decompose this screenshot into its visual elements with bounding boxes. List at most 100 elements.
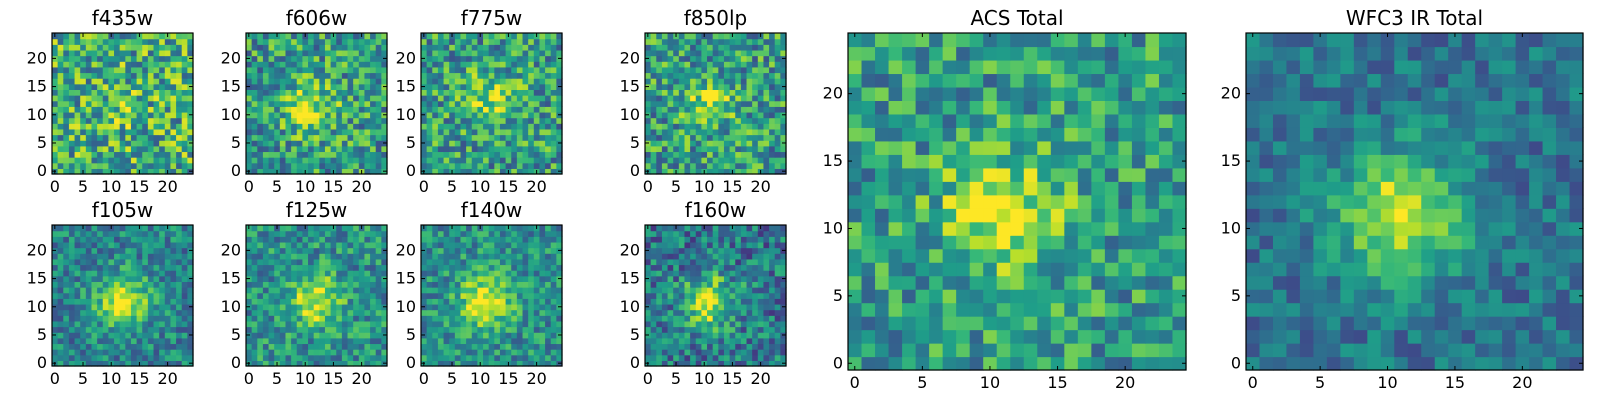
heatmap-cell bbox=[176, 326, 183, 333]
heatmap-cell bbox=[130, 72, 138, 79]
heatmap-cell bbox=[701, 349, 708, 356]
heatmap-cell bbox=[164, 292, 172, 299]
heatmap-cell bbox=[437, 247, 445, 254]
heatmap-cell bbox=[381, 264, 388, 271]
heatmap-cell bbox=[426, 236, 433, 243]
heatmap-cell bbox=[645, 38, 652, 45]
heatmap-cell bbox=[74, 354, 81, 361]
heatmap-cell bbox=[656, 111, 663, 119]
heatmap-cell bbox=[291, 111, 298, 119]
heatmap-cell bbox=[358, 38, 366, 45]
heatmap-cell bbox=[545, 168, 552, 175]
heatmap-cell bbox=[330, 140, 337, 147]
heatmap-cell bbox=[136, 95, 143, 102]
heatmap-cell bbox=[80, 298, 87, 305]
heatmap-cell bbox=[421, 145, 428, 153]
heatmap-cell bbox=[187, 106, 194, 113]
heatmap-cell bbox=[454, 95, 462, 102]
heatmap-cell bbox=[522, 61, 529, 68]
heatmap-cell bbox=[125, 89, 132, 96]
heatmap-cell bbox=[63, 281, 70, 288]
heatmap-cell bbox=[358, 134, 366, 141]
heatmap-cell bbox=[68, 326, 76, 333]
heatmap-cell bbox=[262, 225, 270, 232]
heatmap-cell bbox=[102, 236, 109, 243]
heatmap-cell bbox=[712, 100, 719, 107]
heatmap-cell bbox=[505, 157, 512, 164]
heatmap-cell bbox=[381, 162, 388, 169]
heatmap-cell bbox=[330, 151, 337, 158]
heatmap-cell bbox=[130, 320, 138, 328]
heatmap-cell bbox=[466, 78, 473, 85]
heatmap-cell bbox=[684, 309, 691, 316]
heatmap-cell bbox=[136, 258, 143, 266]
heatmap-cell bbox=[176, 287, 183, 294]
heatmap-cell bbox=[718, 38, 725, 45]
heatmap-cell bbox=[119, 326, 126, 333]
heatmap-cell bbox=[296, 106, 303, 113]
heatmap-cell bbox=[466, 298, 473, 305]
heatmap-cell bbox=[246, 157, 253, 164]
heatmap-cell bbox=[539, 157, 546, 164]
heatmap-cell bbox=[268, 354, 275, 361]
heatmap-cell bbox=[296, 117, 303, 124]
heatmap-cell bbox=[170, 236, 177, 243]
heatmap-cell bbox=[102, 66, 109, 74]
heatmap-cell bbox=[695, 66, 702, 74]
heatmap-cell bbox=[353, 253, 360, 260]
heatmap-cell bbox=[780, 145, 787, 153]
heatmap-cell bbox=[108, 89, 115, 96]
panel-title: f606w bbox=[286, 6, 348, 30]
heatmap-cell bbox=[511, 241, 518, 249]
heatmap-cell bbox=[746, 145, 753, 153]
heatmap-cell bbox=[667, 123, 674, 130]
heatmap-cell bbox=[114, 140, 121, 147]
heatmap-cell bbox=[336, 78, 343, 85]
heatmap-cell bbox=[746, 332, 753, 339]
heatmap-cell bbox=[712, 354, 719, 361]
heatmap-cell bbox=[308, 134, 315, 141]
heatmap-cell bbox=[701, 100, 708, 107]
heatmap-cell bbox=[550, 253, 557, 260]
heatmap-cell bbox=[159, 236, 166, 243]
heatmap-cell bbox=[471, 61, 478, 68]
heatmap-cell bbox=[187, 343, 194, 350]
heatmap-cell bbox=[370, 95, 377, 102]
heatmap-cell bbox=[181, 292, 188, 299]
heatmap-cell bbox=[336, 128, 343, 136]
heatmap-cell bbox=[296, 72, 303, 79]
heatmap-cell bbox=[63, 78, 70, 85]
heatmap-cell bbox=[268, 49, 275, 57]
heatmap-cell bbox=[695, 44, 702, 51]
heatmap-cell bbox=[511, 258, 518, 266]
heatmap-cell bbox=[176, 315, 183, 322]
heatmap-cell bbox=[516, 134, 524, 141]
heatmap-cell bbox=[522, 134, 529, 141]
heatmap-cell bbox=[91, 95, 98, 102]
heatmap-cell bbox=[488, 66, 495, 74]
heatmap-cell bbox=[176, 298, 183, 305]
heatmap-cell bbox=[471, 326, 478, 333]
heatmap-cell bbox=[678, 343, 686, 350]
heatmap-cell bbox=[102, 162, 109, 169]
heatmap-cell bbox=[370, 326, 377, 333]
heatmap-cell bbox=[729, 100, 736, 107]
heatmap-cell bbox=[102, 145, 109, 153]
heatmap-cell bbox=[701, 320, 708, 328]
heatmap-cell bbox=[102, 270, 109, 277]
heatmap-cell bbox=[370, 287, 377, 294]
heatmap-cell bbox=[319, 151, 326, 158]
heatmap-cell bbox=[650, 303, 657, 311]
heatmap-cell bbox=[147, 117, 155, 124]
heatmap-cell bbox=[505, 298, 512, 305]
heatmap-cell bbox=[656, 123, 663, 130]
heatmap-cell bbox=[341, 241, 349, 249]
heatmap-cell bbox=[545, 241, 552, 249]
heatmap-cell bbox=[330, 72, 337, 79]
heatmap-cell bbox=[97, 157, 104, 164]
heatmap-cell bbox=[432, 49, 439, 57]
heatmap-cell bbox=[381, 157, 388, 164]
heatmap-cell bbox=[443, 38, 450, 45]
heatmap-cell bbox=[449, 140, 456, 147]
heatmap-cell bbox=[471, 270, 478, 277]
